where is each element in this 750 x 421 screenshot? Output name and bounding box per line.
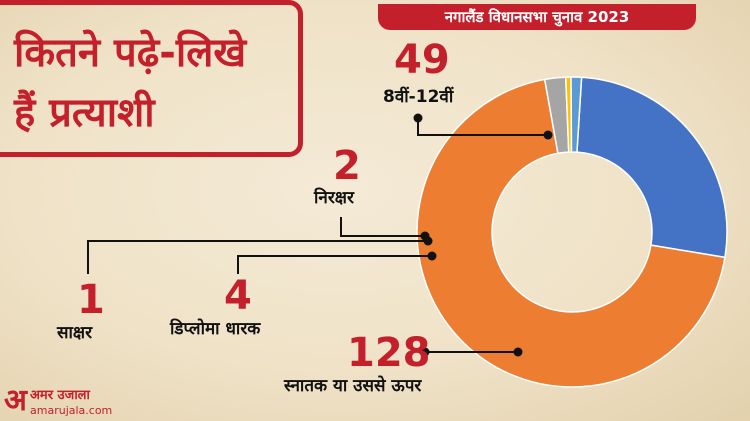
callout-value-graduate: 128 (347, 330, 431, 376)
election-banner: नगालैंड विधानसभा चुनाव 2023 (378, 4, 696, 30)
leader-line-8-12 (417, 118, 548, 136)
callout-label-diploma: डिप्लोमा धारक (170, 319, 261, 339)
callout-label-graduate: स्नातक या उससे ऊपर (284, 376, 422, 396)
callout-value-diploma: 4 (224, 273, 252, 319)
headline-line-1: कितने पढ़े-लिखे (14, 30, 247, 76)
callout-label-8-12: 8वीं-12वीं (383, 87, 454, 107)
callout-label-illiterate: निरक्षर (314, 188, 354, 208)
leader-dot-diploma (427, 251, 437, 261)
callout-label-literate: साक्षर (57, 323, 93, 343)
leader-dot-literate (423, 236, 433, 246)
leader-start-dot-8-12 (413, 113, 423, 123)
brand-mark-icon: अ (4, 383, 27, 418)
callout-leaders (87, 113, 553, 357)
headline-box: कितने पढ़े-लिखे हैं प्रत्याशी (0, 0, 303, 157)
callout-value-8-12: 49 (394, 37, 450, 83)
leader-dot-8-12 (543, 130, 553, 140)
leader-dot-graduate (513, 347, 523, 357)
leader-start-dot-graduate (420, 347, 430, 357)
callout-value-literate: 1 (77, 277, 105, 323)
donut-slices (416, 76, 728, 388)
donut-slice-graduate (416, 78, 726, 388)
donut-slice-8-12 (576, 76, 728, 259)
headline-line-2: हैं प्रत्याशी (14, 90, 155, 136)
brand-name: अमर उजाला (30, 388, 90, 403)
donut-slice-illiterate (570, 76, 583, 153)
leader-line-diploma (237, 255, 432, 274)
leader-line-literate (87, 240, 428, 274)
brand-url: amarujala.com (30, 404, 113, 417)
callout-value-illiterate: 2 (333, 143, 361, 189)
leader-line-illiterate (340, 217, 425, 237)
